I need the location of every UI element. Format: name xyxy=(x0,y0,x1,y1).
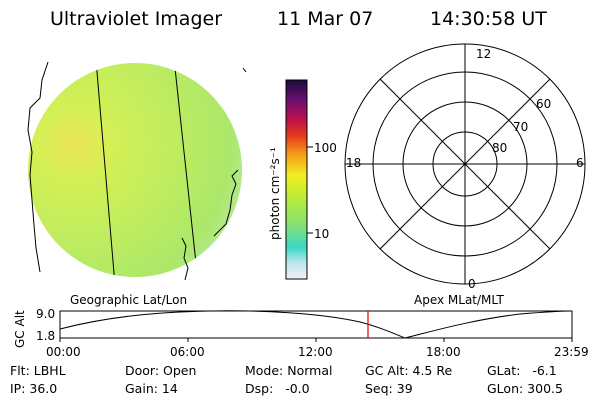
time-tick: 00:00 xyxy=(46,345,81,359)
mlt-label-6: 6 xyxy=(576,156,584,170)
glon-info: GLon: 300.5 xyxy=(487,381,563,396)
mlt-label-18: 18 xyxy=(346,156,362,170)
lat-label-60: 60 xyxy=(536,97,552,111)
altitude-ytick: 1.8 xyxy=(36,329,56,343)
globe-projection-label: Geographic Lat/Lon xyxy=(70,293,188,307)
altitude-plot xyxy=(59,310,573,342)
apex-projection-label: Apex MLat/MLT xyxy=(414,293,504,307)
observation-date: 11 Mar 07 xyxy=(277,8,374,30)
lat-label-80: 80 xyxy=(492,141,508,155)
colorbar xyxy=(285,79,313,280)
gain-info: Gain: 14 xyxy=(125,381,178,396)
time-tick: 12:00 xyxy=(298,345,333,359)
filter-info: Flt: LBHL xyxy=(10,363,66,378)
door-info: Door: Open xyxy=(125,363,197,378)
observation-time: 14:30:58 UT xyxy=(430,8,547,30)
longitude-line xyxy=(174,67,199,277)
polar-dial xyxy=(344,43,586,285)
colorbar-tick: 100 xyxy=(314,141,337,155)
colorbar-tick: 10 xyxy=(314,227,330,241)
colorbar-label: photon cm⁻²s⁻¹ xyxy=(268,147,282,240)
ip-info: IP: 36.0 xyxy=(10,381,58,396)
altitude-ytick: 9.0 xyxy=(36,307,56,321)
longitude-line xyxy=(95,63,116,277)
lat-label-70: 70 xyxy=(513,120,529,134)
mlt-label-0: 0 xyxy=(468,277,476,291)
seq-info: Seq: 39 xyxy=(365,381,413,396)
coastline-outline xyxy=(27,61,247,281)
altitude-ylabel: GC Alt xyxy=(13,310,27,348)
app-title: Ultraviolet Imager xyxy=(50,8,223,30)
uv-image-disk xyxy=(27,61,247,281)
time-tick: 06:00 xyxy=(170,345,205,359)
gc-alt-info: GC Alt: 4.5 Re xyxy=(365,363,453,378)
mlt-label-12: 12 xyxy=(476,47,492,61)
mode-info: Mode: Normal xyxy=(245,363,333,378)
altitude-curve xyxy=(59,310,573,339)
time-tick: 23:59 xyxy=(554,345,589,359)
glat-info: GLat: -6.1 xyxy=(487,363,557,378)
dsp-info: Dsp: -0.0 xyxy=(245,381,310,396)
time-tick: 18:00 xyxy=(426,345,461,359)
